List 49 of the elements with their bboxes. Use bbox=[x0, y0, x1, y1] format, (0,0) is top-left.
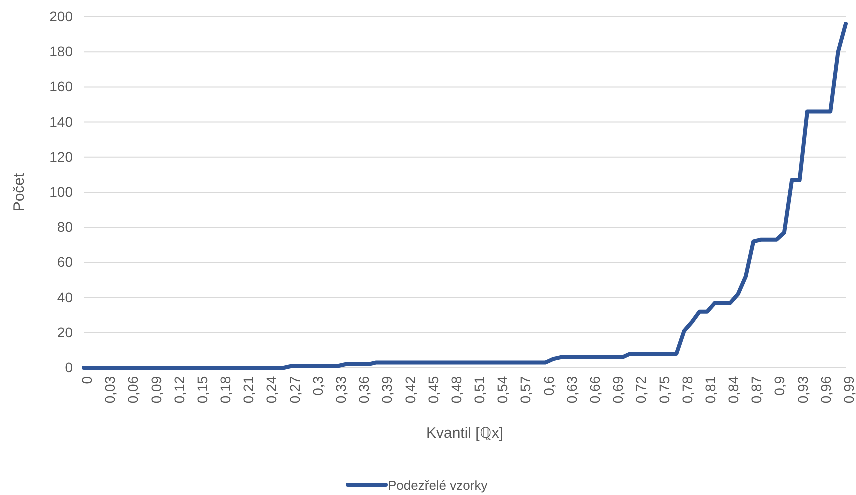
legend-label: Podezřelé vzorky bbox=[388, 478, 488, 493]
x-tick-label: 0,45 bbox=[425, 376, 442, 404]
y-tick-label: 140 bbox=[50, 114, 74, 130]
x-tick-label: 0,96 bbox=[818, 376, 834, 404]
x-tick-label: 0,75 bbox=[656, 376, 672, 404]
x-tick-label: 0,15 bbox=[194, 376, 210, 404]
y-tick-label: 0 bbox=[65, 359, 74, 376]
y-tick-label: 160 bbox=[50, 78, 74, 95]
x-tick-label: 0,81 bbox=[702, 376, 718, 404]
x-tick-label: 0,18 bbox=[218, 376, 234, 404]
x-tick-label: 0,87 bbox=[748, 376, 765, 404]
x-tick-label: 0,69 bbox=[610, 376, 626, 404]
y-tick-label: 40 bbox=[57, 289, 74, 306]
x-tick-label: 0 bbox=[79, 376, 95, 384]
x-tick-label: 0,39 bbox=[379, 376, 396, 404]
x-tick-label: 0,36 bbox=[356, 376, 372, 404]
x-tick-label: 0,57 bbox=[518, 376, 534, 404]
x-tick-label: 0,63 bbox=[564, 376, 580, 404]
y-tick-label: 20 bbox=[57, 324, 74, 340]
x-tick-label: 0,51 bbox=[472, 376, 488, 404]
x-tick-label: 0,24 bbox=[264, 376, 280, 404]
x-tick-label: 0,6 bbox=[540, 376, 557, 396]
x-tick-label: 0,9 bbox=[772, 376, 788, 396]
x-tick-label: 0,84 bbox=[726, 376, 742, 404]
x-tick-label: 0,21 bbox=[240, 376, 257, 404]
x-tick-label: 0,42 bbox=[402, 376, 418, 404]
y-tick-label: 120 bbox=[50, 148, 74, 165]
y-tick-label: 80 bbox=[57, 219, 74, 236]
x-tick-label: 0,33 bbox=[333, 376, 349, 404]
x-tick-label: 0,99 bbox=[841, 376, 856, 404]
x-tick-label: 0,3 bbox=[310, 376, 326, 396]
x-tick-label: 0,48 bbox=[448, 376, 464, 404]
x-tick-label: 0,12 bbox=[171, 376, 188, 404]
x-tick-label: 0,03 bbox=[102, 376, 118, 404]
x-tick-label: 0,27 bbox=[286, 376, 303, 404]
x-tick-label: 0,66 bbox=[587, 376, 603, 404]
x-tick-label: 0,06 bbox=[125, 376, 142, 404]
line-series bbox=[82, 22, 848, 370]
y-tick-label: 60 bbox=[57, 254, 74, 270]
x-axis-title: Kvantil [ℚx] bbox=[426, 425, 504, 442]
x-tick-label: 0,93 bbox=[794, 376, 811, 404]
y-tick-label: 180 bbox=[50, 44, 74, 60]
x-tick-label: 0,78 bbox=[679, 376, 696, 404]
y-axis-title: Počet bbox=[11, 172, 28, 212]
x-tick-label: 0,09 bbox=[148, 376, 164, 404]
y-tick-label: 100 bbox=[50, 184, 74, 200]
x-tick-label: 0,72 bbox=[633, 376, 650, 404]
x-tick-label: 0,54 bbox=[494, 376, 511, 404]
y-tick-label: 200 bbox=[50, 8, 74, 24]
